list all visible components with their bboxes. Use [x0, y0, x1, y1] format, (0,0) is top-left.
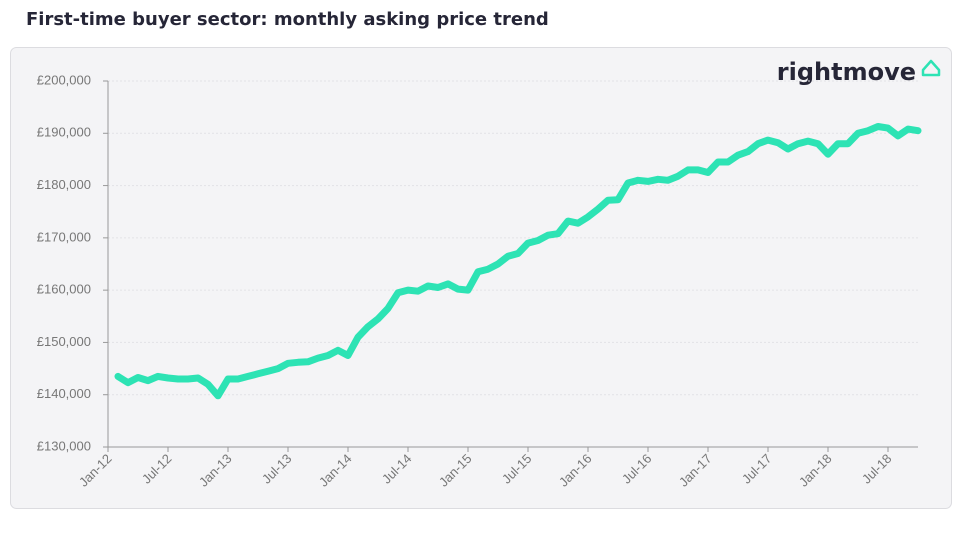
logo: rightmove — [777, 58, 916, 86]
logo-icon — [921, 59, 941, 77]
line-series — [114, 123, 922, 400]
y-tick-label: £150,000 — [37, 334, 91, 349]
y-tick-label: £170,000 — [37, 229, 91, 244]
y-tick-label: £140,000 — [37, 386, 91, 401]
chart-title: First-time buyer sector: monthly asking … — [26, 9, 549, 30]
y-tick-label: £190,000 — [37, 125, 91, 140]
y-tick-label: £200,000 — [37, 72, 91, 87]
y-tick-label: £130,000 — [37, 438, 91, 453]
y-tick-label: £180,000 — [37, 177, 91, 192]
chart-panel — [10, 47, 952, 509]
y-tick-label: £160,000 — [37, 282, 91, 297]
